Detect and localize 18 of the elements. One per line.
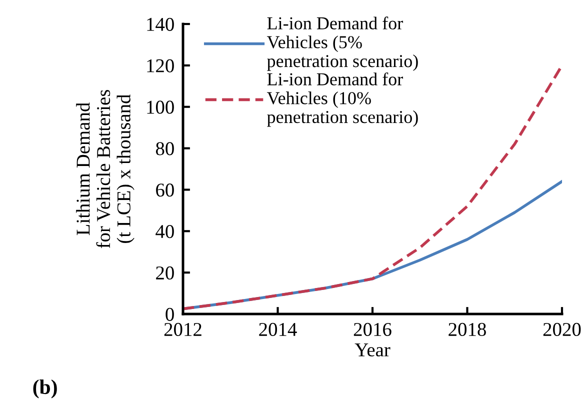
- y-tick-label: 80: [156, 142, 174, 156]
- legend-label: Li-ion Demand for Vehicles (5% penetration scenario): [266, 16, 418, 71]
- x-tick-label: 2012: [164, 322, 202, 336]
- x-tick-label: 2018: [448, 322, 486, 336]
- y-tick-label: 140: [147, 18, 174, 31]
- x-tick-label: 2016: [354, 322, 392, 336]
- y-tick-label: 60: [156, 184, 174, 197]
- y-tick-label: 20: [156, 266, 174, 280]
- y-tick-label: 0: [166, 308, 174, 321]
- x-tick-label: 2014: [259, 322, 297, 336]
- x-tick-label: 2020: [543, 322, 581, 336]
- legend-label: Li-ion Demand for Vehicles (10% penetration scenario): [266, 72, 418, 127]
- y-tick-label: 120: [147, 59, 174, 72]
- x-axis-title: Year: [354, 344, 390, 356]
- y-axis-title: Lithium Demand for Vehicle Batteries (t LCE) x thousand: [76, 90, 134, 248]
- y-tick-label: 40: [156, 224, 174, 238]
- text: (b): [33, 379, 57, 398]
- y-tick-label: 100: [147, 100, 174, 114]
